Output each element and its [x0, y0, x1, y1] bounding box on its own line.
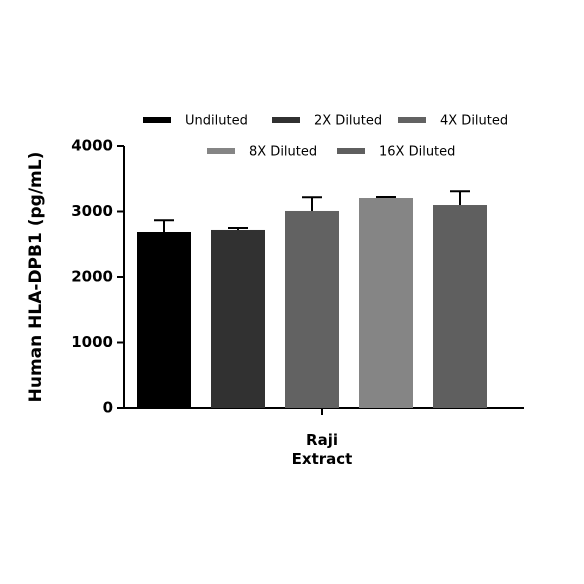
legend-label: Undiluted [185, 114, 248, 129]
y-tick-label: 4000 [71, 137, 113, 155]
legend-swatch [272, 117, 300, 123]
legend-label: 8X Diluted [249, 145, 317, 160]
y-tick-label: 2000 [71, 268, 113, 286]
legend-swatch [207, 148, 235, 154]
y-tick-label: 0 [103, 399, 113, 417]
bar [211, 229, 265, 408]
bar [285, 210, 339, 408]
bar [359, 198, 413, 408]
bar [137, 232, 191, 408]
legend-label: 2X Diluted [314, 114, 382, 129]
legend-swatch [398, 117, 426, 123]
legend-swatch [143, 117, 171, 123]
y-tick-label: 3000 [71, 202, 113, 220]
legend-label: 16X Diluted [379, 145, 455, 160]
y-axis-label: Human HLA-DPB1 (pg/mL) [26, 152, 46, 403]
legend-label: 4X Diluted [440, 114, 508, 129]
bar [433, 205, 487, 408]
legend-swatch [337, 148, 365, 154]
x-tick-label: Raji Extract [291, 431, 353, 468]
y-tick-label: 1000 [71, 333, 113, 351]
